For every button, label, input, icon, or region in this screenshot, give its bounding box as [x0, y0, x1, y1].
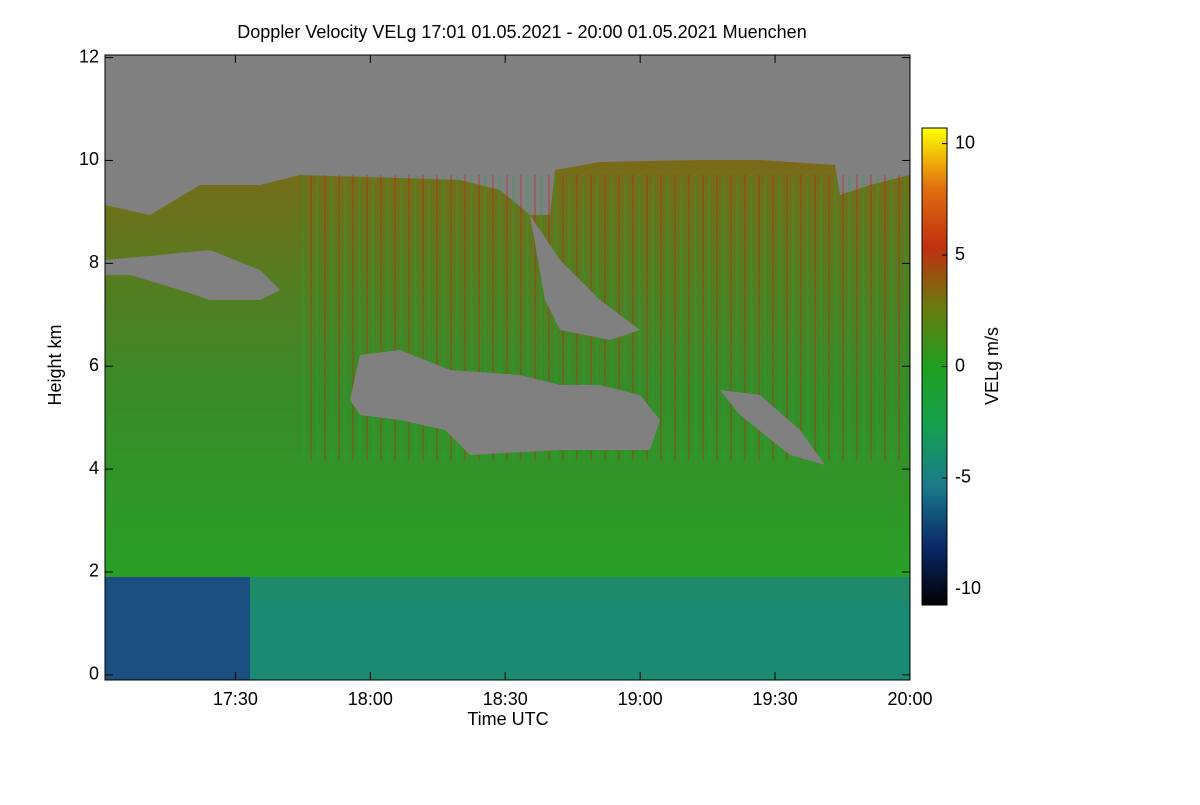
x-tick-label: 17:30	[213, 689, 258, 709]
colorbar-tick-label: 5	[955, 244, 965, 264]
y-tick-label: 12	[79, 46, 99, 66]
chart-title: Doppler Velocity VELg 17:01 01.05.2021 -…	[237, 22, 806, 42]
colorbar-tick-label: -5	[955, 467, 971, 487]
y-tick-label: 6	[89, 355, 99, 375]
plot-frame	[104, 54, 911, 681]
y-axis-label: Height km	[45, 324, 65, 405]
y-tick-label: 8	[89, 252, 99, 272]
x-tick-label: 19:30	[753, 689, 798, 709]
x-tick-label: 19:00	[618, 689, 663, 709]
x-axis-label: Time UTC	[467, 709, 548, 729]
y-tick-label: 10	[79, 149, 99, 169]
heatmap	[105, 55, 910, 680]
colorbar-label: VELg m/s	[982, 327, 1002, 405]
y-tick-label: 0	[89, 664, 99, 684]
colorbar-tick-label: -10	[955, 578, 981, 598]
x-tick-label: 20:00	[887, 689, 932, 709]
y-tick-label: 4	[89, 458, 99, 478]
x-tick-label: 18:30	[483, 689, 528, 709]
x-tick-label: 18:00	[348, 689, 393, 709]
colorbar-tick-label: 0	[955, 355, 965, 375]
colorbar-tick-label: 10	[955, 132, 975, 152]
y-tick-label: 2	[89, 561, 99, 581]
